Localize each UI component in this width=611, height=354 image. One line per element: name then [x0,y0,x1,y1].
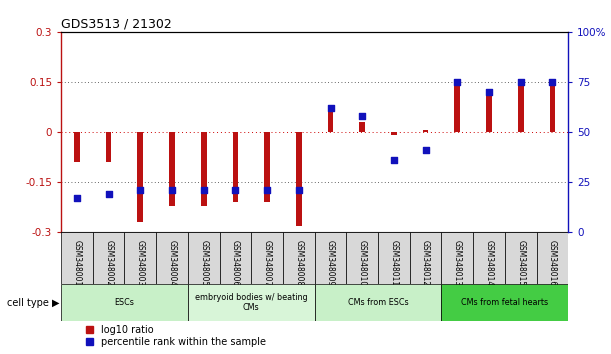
Bar [518,82,524,132]
Text: CMs from ESCs: CMs from ESCs [348,298,408,307]
Text: GSM348003: GSM348003 [136,240,145,286]
FancyBboxPatch shape [93,232,125,284]
FancyBboxPatch shape [346,232,378,284]
Text: ESCs: ESCs [114,298,134,307]
Text: GSM348014: GSM348014 [485,240,494,286]
Text: cell type ▶: cell type ▶ [7,297,59,308]
Bar [106,132,111,162]
Point [136,187,145,193]
Point [199,187,208,193]
Text: GSM348015: GSM348015 [516,240,525,286]
Text: GSM348016: GSM348016 [548,240,557,286]
Bar [327,112,334,132]
Point [262,187,272,193]
FancyBboxPatch shape [156,232,188,284]
FancyBboxPatch shape [61,284,188,321]
FancyBboxPatch shape [410,232,441,284]
Bar [296,132,302,225]
Text: CMs from fetal hearts: CMs from fetal hearts [461,298,549,307]
Point [389,157,399,163]
Text: GSM348007: GSM348007 [263,240,272,286]
FancyBboxPatch shape [536,232,568,284]
Text: GSM348010: GSM348010 [357,240,367,286]
Bar [359,122,365,132]
Legend: log10 ratio, percentile rank within the sample: log10 ratio, percentile rank within the … [86,325,266,347]
Bar [137,132,143,222]
FancyBboxPatch shape [505,232,536,284]
Point [484,89,494,95]
FancyBboxPatch shape [219,232,251,284]
Text: GSM348002: GSM348002 [104,240,113,286]
Bar [391,132,397,136]
Text: embryoid bodies w/ beating
CMs: embryoid bodies w/ beating CMs [195,293,307,312]
FancyBboxPatch shape [125,232,156,284]
FancyBboxPatch shape [251,232,283,284]
FancyBboxPatch shape [315,232,346,284]
Bar [549,82,555,132]
FancyBboxPatch shape [188,284,315,321]
Bar [455,82,460,132]
Bar [74,132,80,162]
Point [421,147,431,153]
Text: GSM348008: GSM348008 [295,240,303,286]
Point [547,79,557,85]
Point [516,79,525,85]
Point [167,187,177,193]
Point [104,192,114,197]
Bar [201,132,207,206]
Text: GDS3513 / 21302: GDS3513 / 21302 [61,18,172,31]
FancyBboxPatch shape [283,232,315,284]
Text: GSM348011: GSM348011 [389,240,398,286]
FancyBboxPatch shape [378,232,410,284]
Bar [233,132,238,202]
Text: GSM348006: GSM348006 [231,240,240,286]
Point [326,105,335,111]
Point [230,187,240,193]
Bar [486,88,492,132]
FancyBboxPatch shape [315,284,441,321]
Text: GSM348013: GSM348013 [453,240,462,286]
Text: GSM348009: GSM348009 [326,240,335,286]
FancyBboxPatch shape [473,232,505,284]
Text: GSM348005: GSM348005 [199,240,208,286]
Point [294,187,304,193]
Bar [423,130,428,132]
FancyBboxPatch shape [61,232,93,284]
Point [452,79,462,85]
FancyBboxPatch shape [188,232,219,284]
FancyBboxPatch shape [441,284,568,321]
Text: GSM348004: GSM348004 [167,240,177,286]
Text: GSM348012: GSM348012 [421,240,430,286]
Point [357,113,367,119]
Point [72,195,82,201]
Bar [265,132,270,202]
Text: GSM348001: GSM348001 [73,240,81,286]
Bar [169,132,175,206]
FancyBboxPatch shape [441,232,473,284]
